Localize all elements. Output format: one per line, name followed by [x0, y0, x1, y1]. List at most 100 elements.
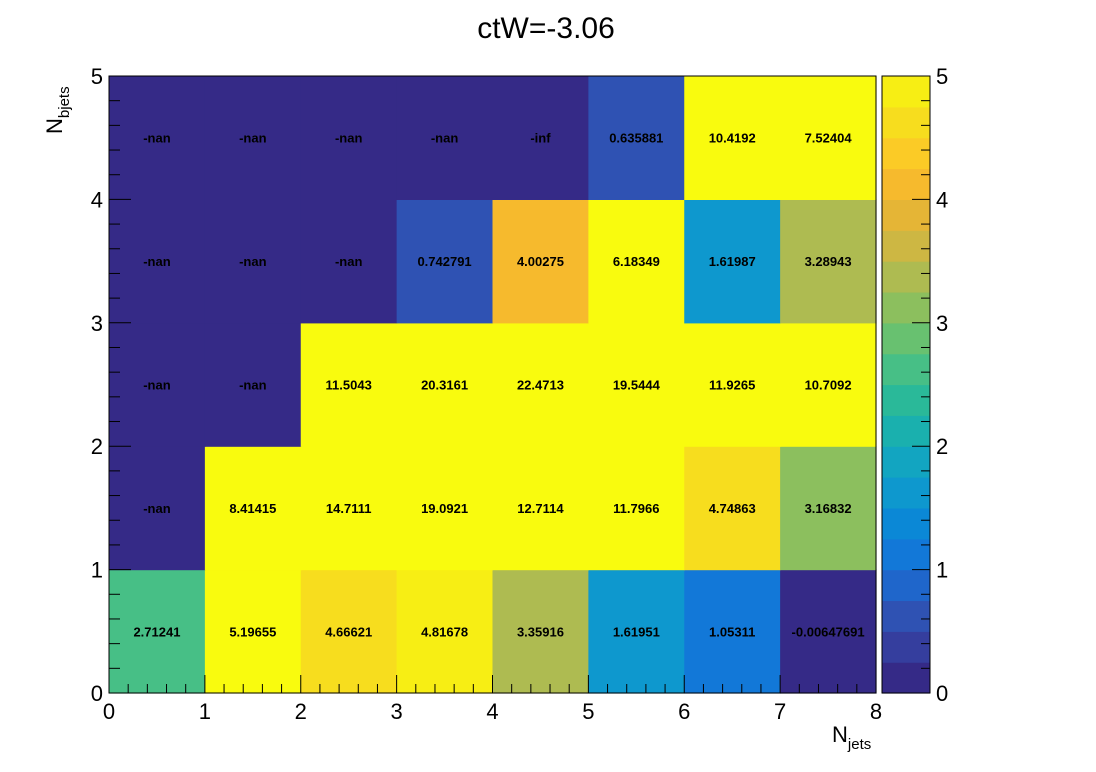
palette-swatch [882, 76, 930, 108]
cell-value-label: 3.35916 [517, 624, 564, 639]
palette-swatch [882, 631, 930, 663]
y-tick-label: 3 [91, 311, 103, 336]
cell-value-label: 8.41415 [229, 501, 276, 516]
x-tick-label: 8 [870, 699, 882, 724]
heatmap-cell [684, 569, 781, 694]
heatmap-cell [780, 322, 877, 447]
cell-value-label: 22.4713 [517, 378, 564, 393]
cell-value-label: -nan [335, 131, 363, 146]
palette-swatch [882, 507, 930, 540]
y-axis-label-main: N [42, 118, 67, 134]
x-axis-label: Njets [832, 722, 871, 753]
z-tick-label: 1 [936, 558, 948, 583]
heatmap-cell [588, 199, 685, 324]
heatmap-cell [492, 199, 589, 324]
x-tick-label: 0 [103, 699, 115, 724]
palette-swatch [882, 446, 930, 478]
palette-frame [881, 75, 931, 694]
y-axis-label: Nbjets [42, 86, 73, 134]
heatmap-cell [396, 322, 494, 447]
heatmap-cell [684, 446, 781, 571]
heatmap-cell [396, 199, 494, 324]
palette-swatch [882, 384, 930, 416]
y-tick-label: 1 [91, 558, 103, 583]
y-axis-label-subscript: bjets [56, 86, 73, 118]
cell-value-label: 11.5043 [326, 378, 372, 393]
cell-value-label: 5.19655 [229, 624, 276, 639]
heatmap-cell [300, 322, 398, 447]
heatmap-cell [109, 199, 206, 324]
cell-value-label: -nan [143, 254, 171, 269]
heatmap-cell [204, 76, 302, 200]
x-tick-label: 2 [295, 699, 307, 724]
chart-title: ctW=-3.06 [477, 12, 615, 45]
cell-value-label: -0.00647691 [792, 624, 865, 639]
palette-swatch [882, 662, 930, 694]
heatmap-cell [492, 569, 589, 694]
heatmap-cell [396, 446, 494, 571]
cell-value-label: 7.52404 [805, 131, 853, 146]
heatmap-cell [780, 76, 877, 200]
palette-swatch [882, 137, 930, 170]
heatmap-cell [204, 569, 302, 694]
x-tick-label: 4 [486, 699, 498, 724]
heatmap-cell [300, 199, 398, 324]
heatmap-cell [588, 322, 685, 447]
heatmap-cell [300, 76, 398, 200]
x-axis-label-main: N [832, 722, 848, 747]
heatmap-cell [684, 199, 781, 324]
cell-value-label: -inf [530, 131, 551, 146]
y-tick-label: 5 [91, 64, 103, 89]
z-tick-label: 2 [936, 434, 948, 459]
heatmap-cell [684, 76, 781, 200]
heatmap-cell [588, 76, 685, 200]
y-tick-label: 2 [91, 434, 103, 459]
cell-value-label: 11.7966 [613, 501, 659, 516]
cell-value-label: -nan [335, 254, 363, 269]
cell-value-label: -nan [239, 131, 267, 146]
cell-value-label: 1.05311 [709, 624, 755, 639]
heatmap-cell-labels: 2.71241 5.19655 4.66621 4.81678 3.35916 1.619… [133, 131, 864, 640]
heatmap-cell [204, 322, 302, 447]
y-axis-ticks: 0 1 2 3 4 5 [91, 64, 131, 706]
heatmap-cell [109, 76, 206, 200]
cell-value-label: 1.61951 [613, 624, 660, 639]
cell-value-label: 3.28943 [805, 254, 852, 269]
palette-swatch [882, 569, 930, 602]
x-axis-label-subscript: jets [847, 736, 871, 753]
cell-value-label: 0.635881 [609, 131, 663, 146]
palette-swatch [882, 230, 930, 262]
heatmap-cell [780, 199, 877, 324]
cell-value-label: 6.18349 [613, 254, 660, 269]
heatmap-cell [109, 322, 206, 447]
heatmap-cell [109, 446, 206, 571]
palette-swatch [882, 261, 930, 293]
heatmap-cell [780, 569, 877, 694]
palette-swatch [882, 322, 930, 355]
x-tick-label: 7 [774, 699, 786, 724]
cell-value-label: -nan [143, 501, 171, 516]
heatmap-cell [684, 322, 781, 447]
heatmap-cell [588, 569, 685, 694]
heatmap-cell [780, 446, 877, 571]
palette-swatch [882, 353, 930, 386]
palette-swatch [882, 538, 930, 571]
cell-value-label: 1.61987 [709, 254, 756, 269]
palette-swatch [882, 415, 930, 447]
heatmap-cell [204, 446, 302, 571]
palette-swatch [882, 199, 930, 231]
cell-value-label: 3.16832 [805, 501, 852, 516]
cell-value-label: 10.4192 [709, 131, 756, 146]
cell-value-label: -nan [431, 131, 459, 146]
cell-value-label: 19.0921 [421, 501, 468, 516]
cell-value-label: 10.7092 [805, 378, 852, 393]
x-axis-ticks: 0 1 2 3 4 5 6 7 8 [103, 675, 882, 724]
x-tick-label: 1 [199, 699, 211, 724]
heatmap-cell [588, 446, 685, 571]
heatmap-cell [492, 446, 589, 571]
color-scale-ticks: 0 1 2 3 4 5 [912, 64, 948, 706]
z-tick-label: 3 [936, 311, 948, 336]
cell-value-label: -nan [143, 378, 171, 393]
z-tick-label: 5 [936, 64, 948, 89]
